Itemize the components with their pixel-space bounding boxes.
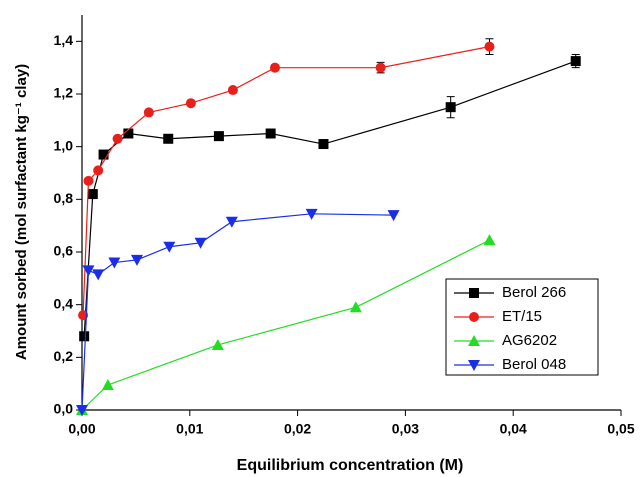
legend-label: ET/15 <box>502 308 542 325</box>
marker <box>108 257 121 269</box>
marker <box>93 165 104 176</box>
marker <box>484 41 495 52</box>
y-tick-label: 0,2 <box>54 348 74 364</box>
x-tick-label: 0,05 <box>607 421 634 437</box>
legend-label: AG6202 <box>502 332 557 349</box>
y-axis-label: Amount sorbed (mol surfactant kg⁻¹ clay) <box>13 64 30 360</box>
marker <box>213 131 224 142</box>
x-tick-label: 0,03 <box>392 421 419 437</box>
marker <box>225 216 238 228</box>
x-axis-label: Equilibrium concentration (M) <box>237 457 464 474</box>
series-line <box>81 213 394 411</box>
marker <box>387 210 400 222</box>
series-line <box>81 239 490 411</box>
series-line <box>82 46 490 316</box>
marker <box>349 301 362 313</box>
marker <box>92 269 105 281</box>
marker <box>185 98 196 109</box>
y-tick-label: 0,0 <box>54 401 74 417</box>
marker <box>211 338 224 350</box>
marker <box>305 208 318 220</box>
marker <box>468 360 480 371</box>
marker <box>445 102 456 113</box>
marker <box>123 128 134 139</box>
marker <box>570 56 581 67</box>
marker <box>78 310 89 321</box>
y-tick-label: 0,6 <box>54 243 74 259</box>
y-tick-label: 1,2 <box>54 85 74 101</box>
marker <box>265 128 276 139</box>
y-tick-label: 1,4 <box>54 32 74 48</box>
marker <box>112 133 123 144</box>
y-tick-label: 0,8 <box>54 190 74 206</box>
x-tick-label: 0,00 <box>68 421 95 437</box>
x-tick-label: 0,02 <box>284 421 311 437</box>
marker <box>76 405 88 416</box>
marker <box>469 288 479 298</box>
legend-label: Berol 266 <box>502 284 566 301</box>
marker <box>163 133 174 144</box>
marker <box>83 175 94 186</box>
marker <box>469 312 479 322</box>
marker <box>87 189 98 200</box>
marker <box>143 107 154 118</box>
x-tick-label: 0,01 <box>176 421 203 437</box>
marker <box>163 241 176 253</box>
y-tick-label: 1,0 <box>54 137 74 153</box>
y-tick-label: 0,4 <box>54 295 74 311</box>
marker <box>130 254 143 266</box>
marker <box>318 139 329 150</box>
x-tick-label: 0,04 <box>500 421 527 437</box>
marker <box>468 335 480 346</box>
marker <box>79 331 90 342</box>
marker <box>269 62 280 73</box>
marker <box>101 378 114 390</box>
marker <box>375 62 386 73</box>
legend-label: Berol 048 <box>502 356 566 373</box>
marker <box>82 265 95 277</box>
marker <box>194 237 207 249</box>
marker <box>483 234 496 246</box>
marker <box>227 85 238 96</box>
marker <box>98 149 109 160</box>
